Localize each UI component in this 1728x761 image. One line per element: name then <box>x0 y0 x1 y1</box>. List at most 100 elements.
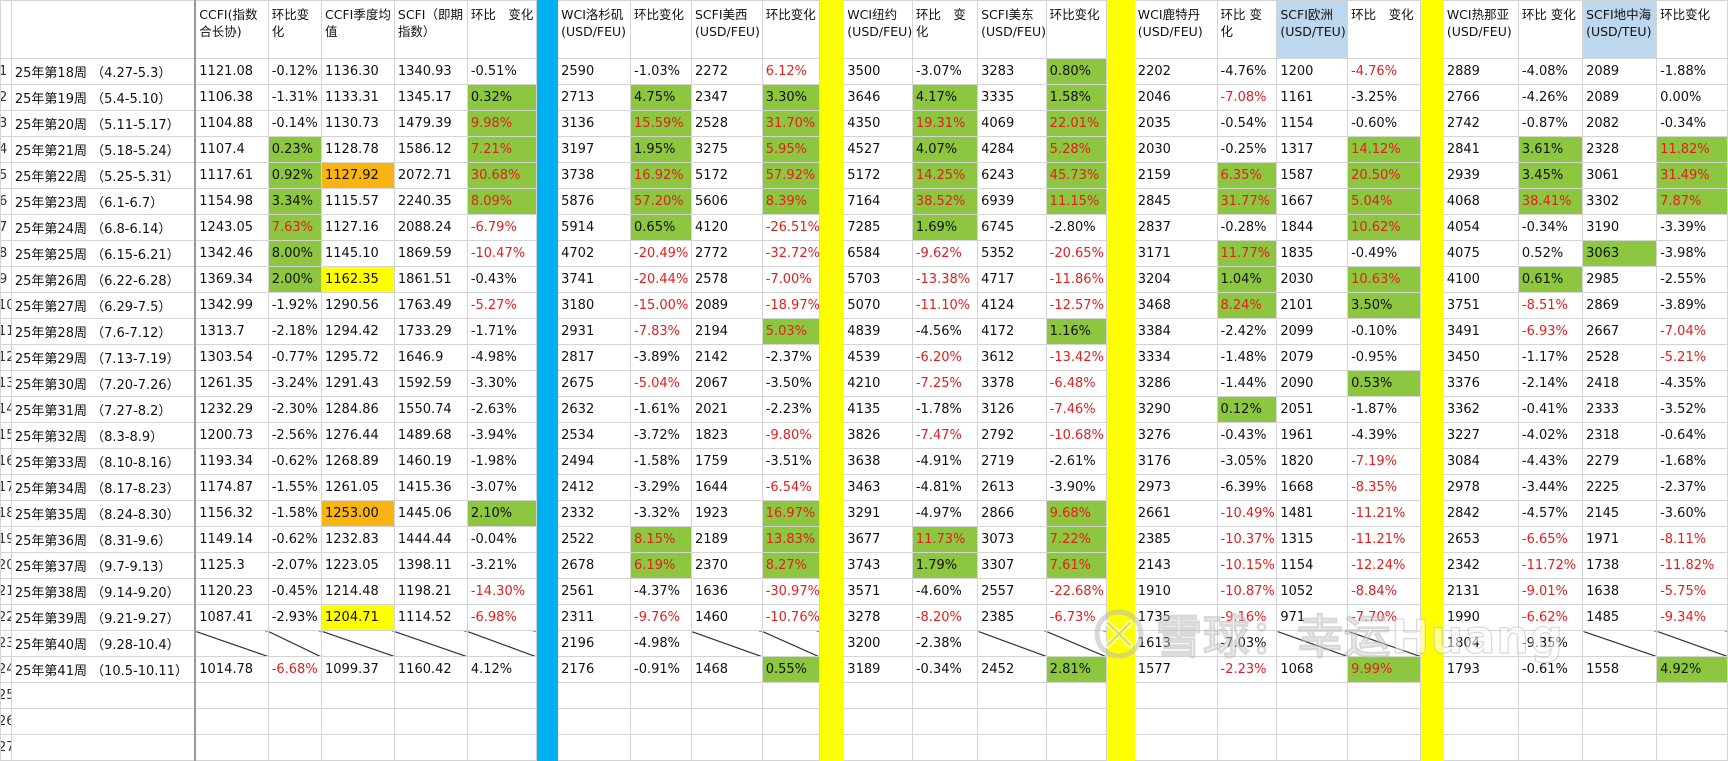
data-cell[interactable]: -0.43% <box>1216 422 1278 449</box>
data-cell[interactable]: -6.73% <box>1045 604 1107 631</box>
data-cell[interactable]: 0.80% <box>1045 58 1107 85</box>
data-cell[interactable]: 3307 <box>977 552 1047 579</box>
data-cell[interactable]: -4.97% <box>911 500 979 527</box>
data-cell[interactable]: 1243.05 <box>194 214 269 241</box>
data-cell[interactable]: 1577 <box>1133 656 1218 683</box>
data-cell[interactable]: 0.55% <box>761 656 821 683</box>
data-cell[interactable] <box>1517 708 1584 735</box>
data-cell[interactable]: 3084 <box>1442 448 1519 475</box>
week-label[interactable]: 25年第35周 （8.24-8.30） <box>10 500 196 527</box>
data-cell[interactable]: -14.30% <box>466 578 538 605</box>
data-cell[interactable]: 2528 <box>1582 344 1658 371</box>
data-cell[interactable]: 4717 <box>977 266 1047 293</box>
data-cell[interactable]: -0.62% <box>267 526 323 553</box>
data-cell[interactable]: -3.44% <box>1517 474 1584 501</box>
data-cell[interactable]: -13.42% <box>1045 344 1107 371</box>
data-cell[interactable]: -8.51% <box>1517 292 1584 319</box>
data-cell[interactable]: 2889 <box>1442 58 1519 85</box>
data-cell[interactable]: 4284 <box>977 136 1047 163</box>
data-cell[interactable] <box>761 708 821 735</box>
data-cell[interactable]: 1971 <box>1582 526 1658 553</box>
data-cell[interactable] <box>1133 708 1218 735</box>
data-cell[interactable] <box>843 682 913 709</box>
data-cell[interactable]: 2412 <box>557 474 632 501</box>
data-cell[interactable] <box>1582 682 1658 709</box>
data-cell[interactable]: 5070 <box>843 292 913 319</box>
data-cell[interactable]: 1910 <box>1133 578 1218 605</box>
header-cell[interactable]: SCFI地中海(USD/TEU) <box>1582 0 1658 59</box>
data-cell[interactable]: 5172 <box>690 162 763 189</box>
data-cell[interactable]: -10.76% <box>761 604 821 631</box>
data-cell[interactable]: -15.00% <box>630 292 692 319</box>
data-cell[interactable]: -3.52% <box>1656 396 1728 423</box>
data-cell[interactable]: 2159 <box>1133 162 1218 189</box>
data-cell[interactable]: 2494 <box>557 448 632 475</box>
data-cell[interactable]: 3376 <box>1442 370 1519 397</box>
data-cell[interactable]: 2931 <box>557 318 632 345</box>
data-cell[interactable]: 5914 <box>557 214 632 241</box>
data-cell[interactable]: -9.16% <box>1216 604 1278 631</box>
data-cell[interactable]: -1.58% <box>630 448 692 475</box>
data-cell[interactable]: 2385 <box>1133 526 1218 553</box>
data-cell[interactable]: 38.41% <box>1517 188 1584 215</box>
data-cell[interactable]: -1.87% <box>1347 396 1421 423</box>
data-cell[interactable]: 2632 <box>557 396 632 423</box>
data-cell[interactable]: 2279 <box>1582 448 1658 475</box>
header-cell[interactable]: 环比 变化 <box>466 0 538 59</box>
data-cell[interactable] <box>321 682 395 709</box>
data-cell[interactable]: 2145 <box>1582 500 1658 527</box>
data-cell[interactable]: 1128.78 <box>321 136 395 163</box>
data-cell[interactable]: 22.01% <box>1045 110 1107 137</box>
week-label[interactable] <box>10 682 196 709</box>
data-cell[interactable]: -4.57% <box>1517 500 1584 527</box>
data-cell[interactable]: 1127.92 <box>321 162 395 189</box>
data-cell[interactable]: 16.92% <box>630 162 692 189</box>
data-cell[interactable]: -0.43% <box>466 266 538 293</box>
data-cell[interactable]: 2653 <box>1442 526 1519 553</box>
data-cell[interactable]: -11.72% <box>1517 552 1584 579</box>
data-cell[interactable]: -0.49% <box>1347 240 1421 267</box>
data-cell[interactable]: 3384 <box>1133 318 1218 345</box>
data-cell[interactable]: 2333 <box>1582 396 1658 423</box>
data-cell[interactable]: 3612 <box>977 344 1047 371</box>
data-cell[interactable]: -3.90% <box>1045 474 1107 501</box>
data-cell[interactable]: 2051 <box>1276 396 1349 423</box>
data-cell[interactable]: 1415.36 <box>393 474 468 501</box>
data-cell[interactable]: -3.29% <box>630 474 692 501</box>
data-cell[interactable]: -0.61% <box>1517 656 1584 683</box>
data-cell[interactable]: 2225 <box>1582 474 1658 501</box>
data-cell[interactable]: 1613 <box>1133 630 1218 657</box>
data-cell[interactable]: 2079 <box>1276 344 1349 371</box>
header-cell[interactable]: 环比变化 <box>267 0 323 59</box>
data-cell[interactable]: 3.50% <box>1347 292 1421 319</box>
data-cell[interactable]: -9.76% <box>630 604 692 631</box>
data-cell[interactable] <box>1442 734 1519 761</box>
data-cell[interactable] <box>393 630 468 657</box>
data-cell[interactable]: -3.51% <box>761 448 821 475</box>
data-cell[interactable]: -8.84% <box>1347 578 1421 605</box>
data-cell[interactable]: -0.28% <box>1216 214 1278 241</box>
data-cell[interactable]: 5.04% <box>1347 188 1421 215</box>
data-cell[interactable]: 3200 <box>843 630 913 657</box>
week-label[interactable]: 25年第19周 （5.4-5.10） <box>10 84 196 111</box>
data-cell[interactable]: 2332 <box>557 500 632 527</box>
data-cell[interactable]: 1923 <box>690 500 763 527</box>
data-cell[interactable]: 3743 <box>843 552 913 579</box>
data-cell[interactable]: 2328 <box>1582 136 1658 163</box>
data-cell[interactable]: 4539 <box>843 344 913 371</box>
data-cell[interactable]: -6.98% <box>466 604 538 631</box>
data-cell[interactable]: -0.64% <box>1656 422 1728 449</box>
data-cell[interactable]: -20.65% <box>1045 240 1107 267</box>
data-cell[interactable]: 2561 <box>557 578 632 605</box>
data-cell[interactable]: -7.70% <box>1347 604 1421 631</box>
data-cell[interactable]: -1.03% <box>630 58 692 85</box>
data-cell[interactable]: 4.75% <box>630 84 692 111</box>
data-cell[interactable]: 1162.35 <box>321 266 395 293</box>
data-cell[interactable] <box>1582 734 1658 761</box>
data-cell[interactable]: 7.61% <box>1045 552 1107 579</box>
data-cell[interactable]: -2.37% <box>1656 474 1728 501</box>
data-cell[interactable]: 2067 <box>690 370 763 397</box>
data-cell[interactable]: 20.50% <box>1347 162 1421 189</box>
data-cell[interactable]: 1460.19 <box>393 448 468 475</box>
data-cell[interactable]: 1121.08 <box>194 58 269 85</box>
